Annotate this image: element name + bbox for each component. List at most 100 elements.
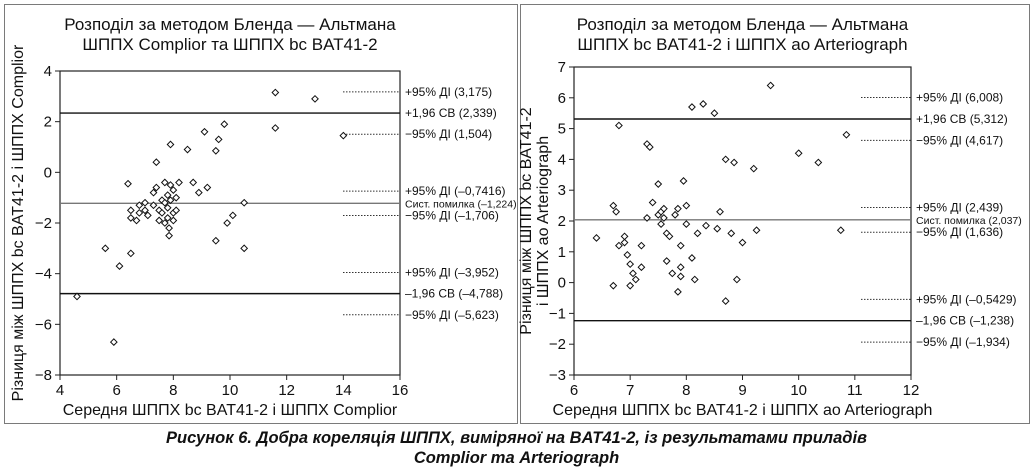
left-y-axis-title: Різниця між ШППХ bc BAT41-2 і ШППХ Compl… xyxy=(10,44,27,401)
right-data-point xyxy=(609,201,618,210)
left-data-point xyxy=(152,183,161,192)
right-plot-frame xyxy=(573,66,912,376)
right-y-tick-label: 5 xyxy=(558,121,566,138)
left-y-tick-label: −2 xyxy=(35,215,52,232)
caption-line-1: Рисунок 6. Добра кореляція ШППХ, вимірян… xyxy=(166,429,867,447)
right-data-point xyxy=(631,275,640,284)
left-y-tick-label: 4 xyxy=(44,63,52,80)
right-data-point xyxy=(738,238,747,247)
right-line-label: −95% ДІ (–1,934) xyxy=(916,335,1010,349)
right-x-tick-label: 6 xyxy=(570,382,578,399)
left-data-point xyxy=(160,198,169,207)
left-data-point xyxy=(135,208,144,217)
left-data-point xyxy=(214,135,223,144)
left-data-point xyxy=(189,178,198,187)
right-data-point xyxy=(654,180,663,188)
left-data-point xyxy=(166,196,175,205)
right-y-axis-title-line-2: і ШППХ ao Arteriograph xyxy=(535,136,552,306)
left-x-tick-label: 4 xyxy=(56,382,64,399)
right-data-point xyxy=(648,198,657,207)
left-data-point xyxy=(220,120,229,129)
right-x-tick-label: 12 xyxy=(903,382,920,399)
left-data-point xyxy=(163,203,172,212)
right-line-label: +95% ДІ (–0,5429) xyxy=(916,292,1017,306)
right-data-point xyxy=(794,149,803,158)
left-x-tick-label: 6 xyxy=(112,382,120,399)
right-y-tick-label: −1 xyxy=(549,305,566,322)
left-data-point xyxy=(109,338,118,346)
right-data-point xyxy=(662,257,671,265)
left-x-axis-title: Середня ШППХ bc BAT41-2 і ШППХ Complior xyxy=(63,402,398,419)
right-data-point xyxy=(643,214,651,222)
left-data-point xyxy=(126,214,135,222)
left-data-point xyxy=(166,181,175,189)
right-data-point xyxy=(674,204,682,213)
left-line-label: Сист. помилка (–1,224) xyxy=(405,198,517,210)
left-line-label: +1,96 СВ (2,339) xyxy=(405,106,497,120)
left-data-point xyxy=(141,206,149,215)
left-line-label: +95% ДІ (–0,7416) xyxy=(405,184,506,198)
left-data-point xyxy=(165,224,173,232)
right-data-point xyxy=(836,226,845,235)
left-data-point xyxy=(175,178,183,187)
right-data-point xyxy=(710,109,719,118)
right-data-point xyxy=(749,164,758,173)
left-data-point xyxy=(124,179,132,188)
left-data-point xyxy=(194,188,203,197)
right-data-point xyxy=(682,201,691,210)
right-x-tick-label: 10 xyxy=(790,382,807,399)
left-data-point xyxy=(152,158,161,167)
right-y-tick-label: −2 xyxy=(549,336,566,353)
left-data-point xyxy=(155,216,164,225)
right-x-axis-title: Середня ШППХ bc BAT41-2 і ШППХ ao Arteri… xyxy=(553,402,933,419)
left-data-point xyxy=(240,244,249,253)
right-data-point xyxy=(645,143,654,151)
right-y-tick-label: −3 xyxy=(549,367,566,384)
left-data-point xyxy=(126,206,135,215)
right-line-label: −95% ДІ (4,617) xyxy=(916,133,1003,147)
right-y-tick-label: 7 xyxy=(558,59,566,76)
right-data-point xyxy=(668,269,677,278)
right-data-point xyxy=(814,158,823,167)
right-line-label: +95% ДІ (2,439) xyxy=(916,200,1003,214)
left-data-point xyxy=(339,131,348,140)
right-title-line-1: Розподіл за методом Бленда — Альтмана xyxy=(577,15,909,34)
left-data-point xyxy=(203,183,212,192)
right-data-point xyxy=(620,238,629,247)
right-data-point xyxy=(676,272,685,281)
left-data-point xyxy=(211,146,220,155)
left-line-label: +95% ДІ (–3,952) xyxy=(405,265,499,279)
left-data-point xyxy=(115,262,124,270)
right-y-tick-label: 4 xyxy=(558,151,566,168)
right-title-line-2: ШППХ bc BAT41-2 і ШППХ ao Arteriograph xyxy=(577,35,907,54)
left-x-tick-label: 12 xyxy=(278,382,295,399)
right-data-point xyxy=(688,254,696,262)
figure-caption: Рисунок 6. Добра кореляція ШППХ, вимірян… xyxy=(0,428,1033,468)
left-data-point xyxy=(165,231,173,240)
right-x-tick-label: 9 xyxy=(738,382,746,399)
right-data-point xyxy=(626,281,635,290)
right-data-point xyxy=(842,130,851,139)
left-data-point xyxy=(135,201,144,210)
left-line-label: +95% ДІ (3,175) xyxy=(405,85,492,99)
left-chart-panel: Розподіл за методом Бленда — Альтмана ШПП… xyxy=(4,4,518,424)
right-data-point xyxy=(615,121,623,130)
right-data-point xyxy=(752,226,761,235)
left-data-point xyxy=(172,193,181,202)
right-line-label: +1,96 СВ (5,312) xyxy=(916,112,1008,126)
right-data-point xyxy=(659,204,668,213)
left-data-point xyxy=(160,219,169,227)
left-data-point xyxy=(183,145,192,154)
left-x-tick-label: 10 xyxy=(222,382,239,399)
right-line-label: −95% ДІ (1,636) xyxy=(916,225,1003,239)
left-data-point xyxy=(141,198,149,207)
left-data-point xyxy=(143,211,152,220)
left-data-point xyxy=(160,178,169,187)
left-data-point xyxy=(311,94,319,103)
left-chart-svg: Розподіл за методом Бленда — АльтманаШПП… xyxy=(10,15,517,419)
right-x-tick-label: 7 xyxy=(626,382,634,399)
left-data-point xyxy=(169,216,178,225)
left-y-tick-label: −6 xyxy=(35,316,52,333)
left-data-point xyxy=(149,201,158,210)
